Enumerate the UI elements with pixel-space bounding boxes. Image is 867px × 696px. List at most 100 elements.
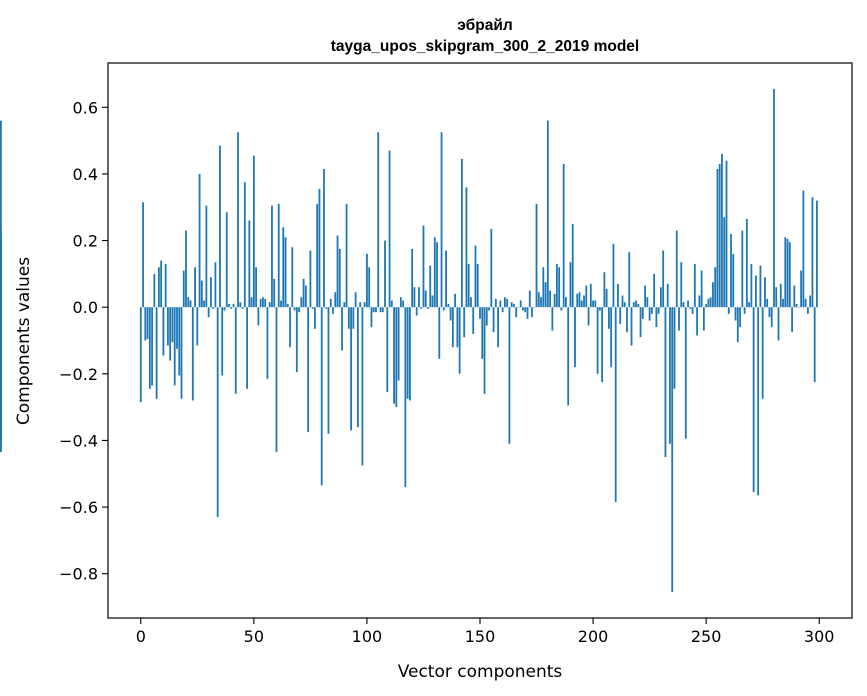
bar-118 [406,307,409,399]
bar-113 [395,307,398,408]
bar-37 [223,307,226,311]
bar-108 [384,240,386,308]
bar-78 [316,203,319,308]
bar-160 [501,307,504,313]
bar-undefined [0,307,2,378]
bar-116 [402,300,405,308]
bar-296 [809,295,812,308]
bar-65 [286,303,289,308]
bar-206 [605,288,608,308]
bar-12 [167,307,169,346]
bar-260 [727,307,730,314]
bar-36 [221,307,224,376]
bar-157 [494,298,497,308]
bar-207 [608,307,610,329]
bar-182 [551,307,554,331]
bar-208 [610,307,613,368]
bar-14 [171,307,174,343]
bar-200 [592,300,594,308]
bar-161 [503,297,506,308]
y-axis: −0.8 −0.6 −0.4 −0.2 0.0 0.2 0.4 0.6 [59,98,108,584]
bar-46 [243,182,246,308]
bar-152 [483,307,486,394]
bar-57 [268,302,271,308]
bar-120 [411,248,414,308]
bar-280 [773,88,775,308]
bar-83 [327,307,330,434]
bar-40 [230,307,233,309]
bar-88 [338,248,341,308]
bar-5 [151,307,153,386]
bar-135 [445,250,447,308]
bar-89 [341,307,343,351]
bar-255 [716,168,719,308]
bar-273 [757,307,760,496]
x-tick-label: 0 [136,627,146,646]
bar-215 [626,307,628,333]
bar-256 [718,163,721,308]
bar-205 [603,272,606,308]
bar-266 [741,230,744,308]
bar-11 [164,263,167,308]
bar-222 [641,307,644,319]
bar-31 [209,277,212,308]
bar-86 [334,292,337,308]
bar-0 [139,307,142,403]
bar-144 [465,187,468,308]
bar-221 [639,307,642,338]
bar-9 [160,260,163,308]
bar-203 [598,307,601,311]
bar-234 [669,307,671,444]
bar-174 [533,307,536,308]
bar-267 [743,307,746,314]
bar-238 [678,307,680,331]
bar-248 [700,270,703,308]
bar-283 [779,283,782,308]
bar-13 [169,307,172,361]
bars-group [0,88,818,593]
bar-176 [537,292,540,308]
bar-75 [309,250,312,308]
bar-163 [508,307,511,444]
bar-219 [635,300,637,308]
bar-177 [540,297,542,308]
bar-121 [413,287,416,308]
bar-119 [408,307,411,401]
bar-156 [492,307,495,333]
y-tick-label: 0.4 [73,165,98,184]
bar-59 [273,278,276,308]
bar-172 [528,290,531,308]
bar-278 [768,307,771,318]
bar-136 [447,303,450,308]
bar-226 [650,307,653,314]
bar-16 [176,307,178,349]
bar-101 [368,267,371,308]
bar-122 [415,307,418,316]
bar-103 [372,307,375,313]
bar-50 [252,155,255,308]
bar-60 [275,307,278,453]
bar-295 [807,307,809,314]
bar-143 [463,307,466,338]
bar-23 [191,307,194,401]
bar-235 [671,307,674,593]
y-tick-label: 0.6 [73,98,98,117]
bar-151 [481,307,484,359]
bar-277 [766,298,769,308]
bar-185 [558,267,561,308]
bar-100 [366,253,368,308]
bar-21 [187,297,190,308]
x-tick-label: 200 [578,627,609,646]
bar-204 [601,307,604,383]
bar-218 [632,302,635,308]
y-tick-label: 0.0 [73,298,98,317]
bar-73 [304,285,307,308]
bar-261 [730,233,732,308]
bar-181 [549,290,552,308]
bar-159 [499,300,502,308]
x-tick-label: 250 [691,627,722,646]
bar-123 [418,287,420,308]
bar-92 [347,307,350,329]
bar-252 [709,297,712,308]
bar-243 [689,307,692,309]
